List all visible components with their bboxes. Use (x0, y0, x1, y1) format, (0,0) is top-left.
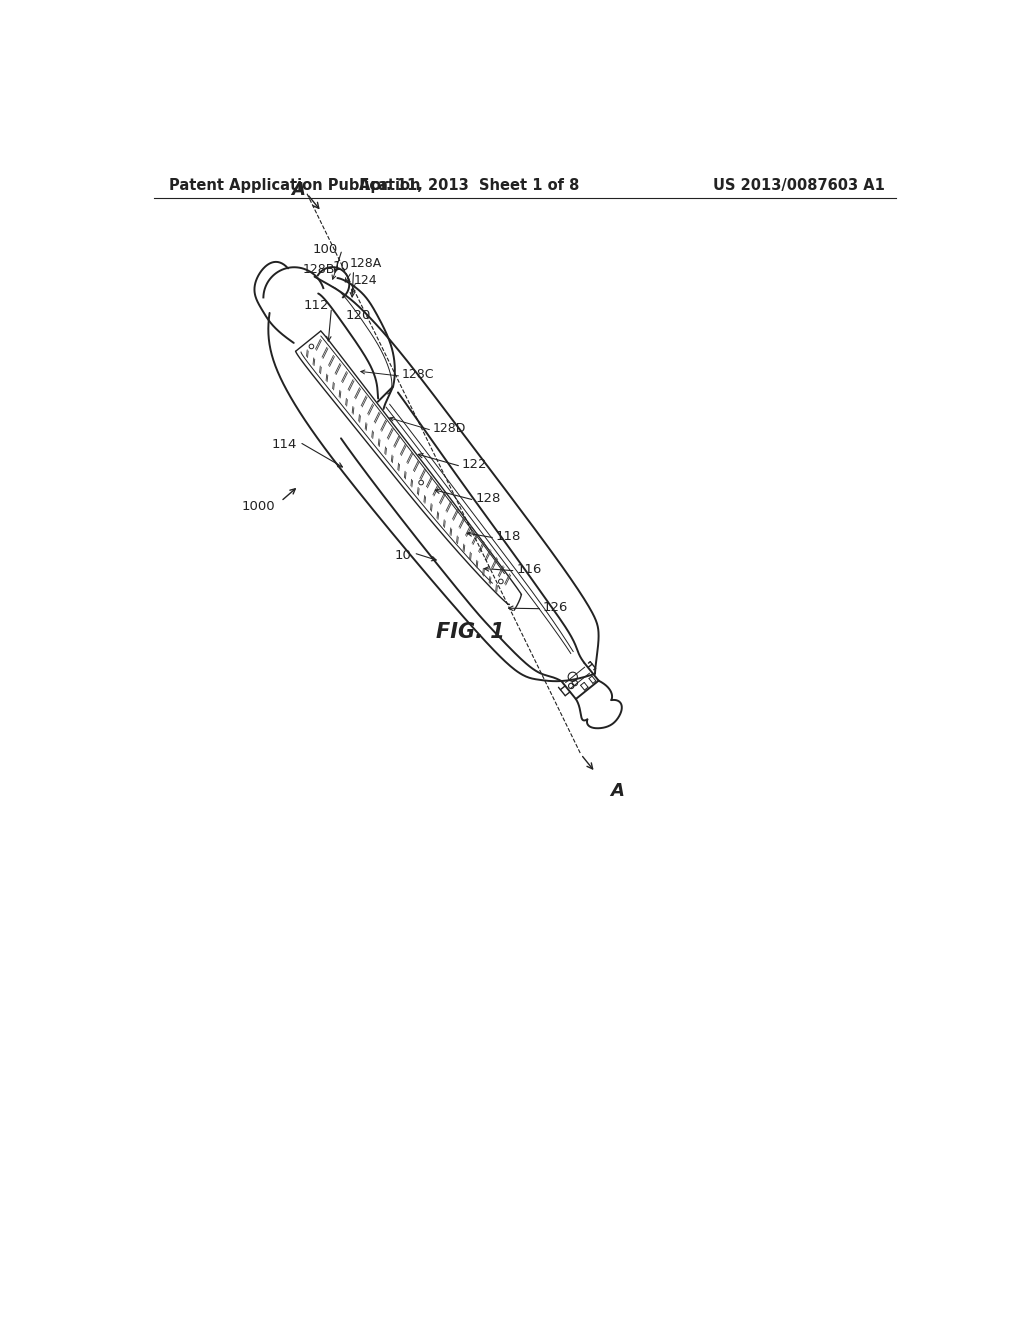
Text: 128D: 128D (433, 422, 466, 436)
Text: 114: 114 (271, 438, 297, 451)
Text: 128C: 128C (402, 368, 434, 381)
Text: 1000: 1000 (242, 500, 275, 513)
Text: FIG. 1: FIG. 1 (436, 622, 505, 643)
Text: 118: 118 (496, 529, 521, 543)
Text: 128B: 128B (302, 263, 335, 276)
Text: 10: 10 (394, 549, 412, 562)
Text: A: A (291, 181, 305, 199)
Text: 126: 126 (543, 601, 568, 614)
Text: 100: 100 (313, 243, 338, 256)
Text: A: A (609, 783, 624, 800)
Text: 120: 120 (345, 309, 371, 322)
Text: 116: 116 (516, 562, 542, 576)
Text: US 2013/0087603 A1: US 2013/0087603 A1 (714, 178, 885, 193)
Text: 128: 128 (475, 492, 501, 506)
Text: Patent Application Publication: Patent Application Publication (169, 178, 421, 193)
Text: 124: 124 (354, 275, 378, 288)
Text: 10: 10 (333, 260, 350, 273)
Text: 112: 112 (304, 298, 329, 312)
Text: 122: 122 (462, 458, 487, 471)
Text: 128A: 128A (349, 257, 382, 271)
Text: Apr. 11, 2013  Sheet 1 of 8: Apr. 11, 2013 Sheet 1 of 8 (359, 178, 580, 193)
